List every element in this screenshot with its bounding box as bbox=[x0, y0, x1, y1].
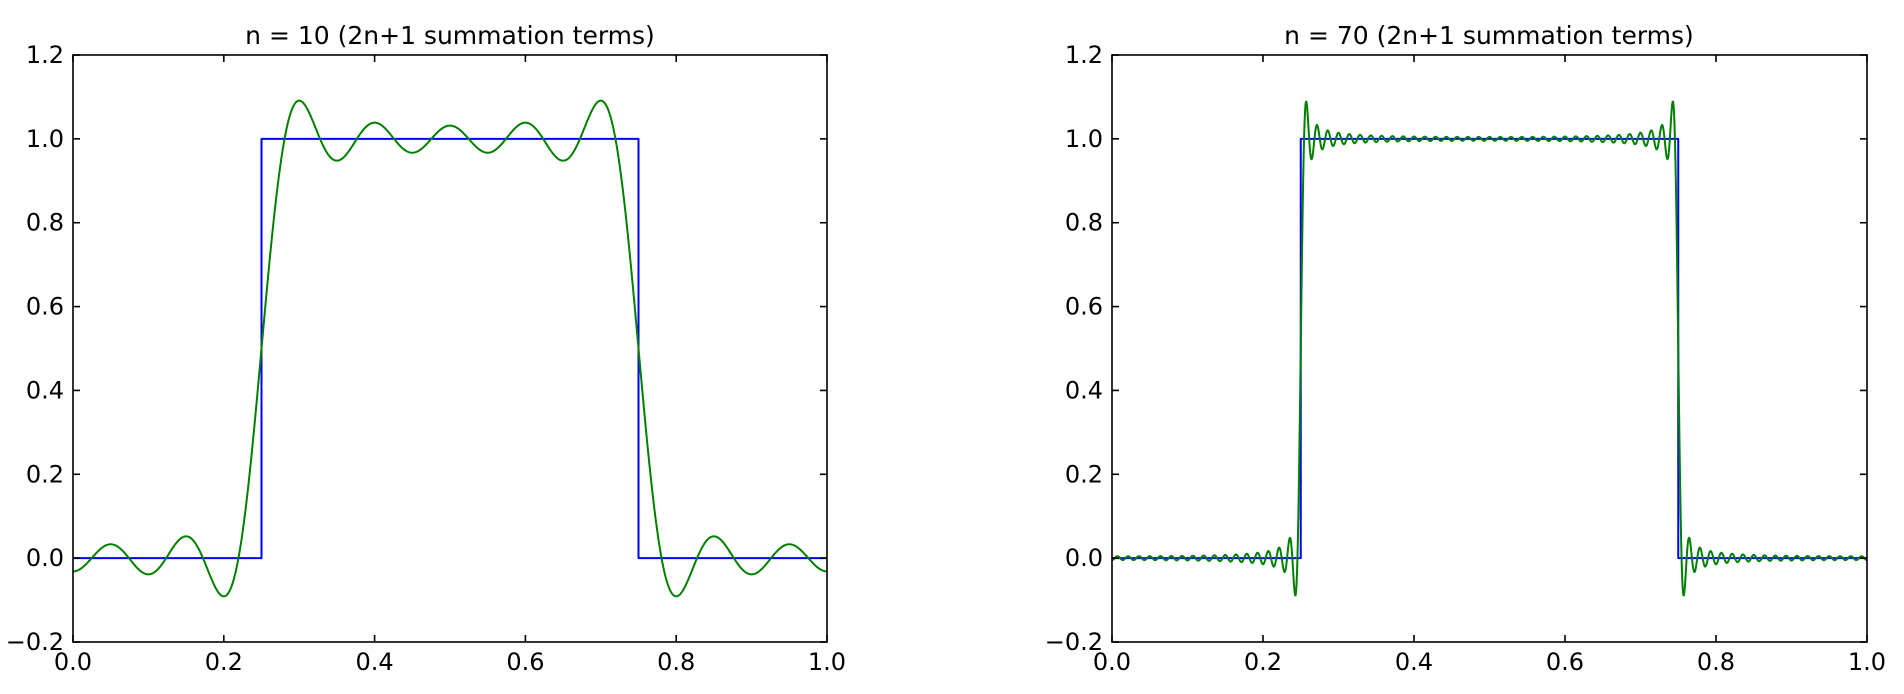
y-tick-label: 0.0 bbox=[1065, 544, 1103, 572]
axes-frame bbox=[1111, 54, 1868, 643]
y-tick-label: 0.6 bbox=[1065, 293, 1103, 321]
x-tick-label: 0.2 bbox=[205, 648, 243, 676]
y-tick-label: 0.8 bbox=[26, 209, 64, 237]
x-tick-label: 0.8 bbox=[1697, 648, 1735, 676]
left-plot: 0.0 0.2 0.4 0.6 0.8 1.0−0.20.00.20.40.60.81.0… bbox=[6, 41, 846, 676]
y-tick-label: 0.2 bbox=[26, 460, 64, 488]
x-tick-label: 0.6 bbox=[506, 648, 544, 676]
y-tick-label: 0.0 bbox=[26, 544, 64, 572]
x-tick-label: 0.4 bbox=[356, 648, 394, 676]
x-tick-label: 0.4 bbox=[1395, 648, 1433, 676]
x-tick-label: 0.8 bbox=[657, 648, 695, 676]
y-tick-label: 1.0 bbox=[1065, 125, 1103, 153]
y-tick-label: 0.4 bbox=[1065, 376, 1103, 404]
x-tick-label: 0.6 bbox=[1546, 648, 1584, 676]
left-plot-title: n = 10 (2n+1 summation terms) bbox=[245, 21, 655, 50]
x-tick-label: 1.0 bbox=[1848, 648, 1886, 676]
x-tick-label: 0.2 bbox=[1244, 648, 1282, 676]
right-plot-title: n = 70 (2n+1 summation terms) bbox=[1284, 21, 1694, 50]
x-tick-label: 1.0 bbox=[808, 648, 846, 676]
y-tick-label: 0.6 bbox=[26, 293, 64, 321]
y-tick-label: 0.8 bbox=[1065, 209, 1103, 237]
y-tick-label: −0.2 bbox=[1045, 628, 1103, 656]
fourier-partial-sum-line bbox=[1111, 100, 1868, 597]
fourier-partial-sum-line bbox=[72, 99, 828, 598]
square-wave-line bbox=[1112, 137, 1867, 560]
x-tick-label: 0.0 bbox=[1093, 648, 1131, 676]
y-tick-label: 1.2 bbox=[1065, 41, 1103, 69]
x-tick-label: 0.0 bbox=[54, 648, 92, 676]
square-wave-line bbox=[73, 137, 827, 560]
y-tick-label: 0.4 bbox=[26, 376, 64, 404]
axes-frame bbox=[72, 54, 828, 643]
y-tick-label: 0.2 bbox=[1065, 460, 1103, 488]
y-tick-label: 1.0 bbox=[26, 125, 64, 153]
y-tick-label: −0.2 bbox=[6, 628, 64, 656]
right-plot: 0.0 0.2 0.4 0.6 0.8 1.0−0.20.00.20.40.60.81.0… bbox=[1045, 41, 1886, 676]
y-tick-label: 1.2 bbox=[26, 41, 64, 69]
